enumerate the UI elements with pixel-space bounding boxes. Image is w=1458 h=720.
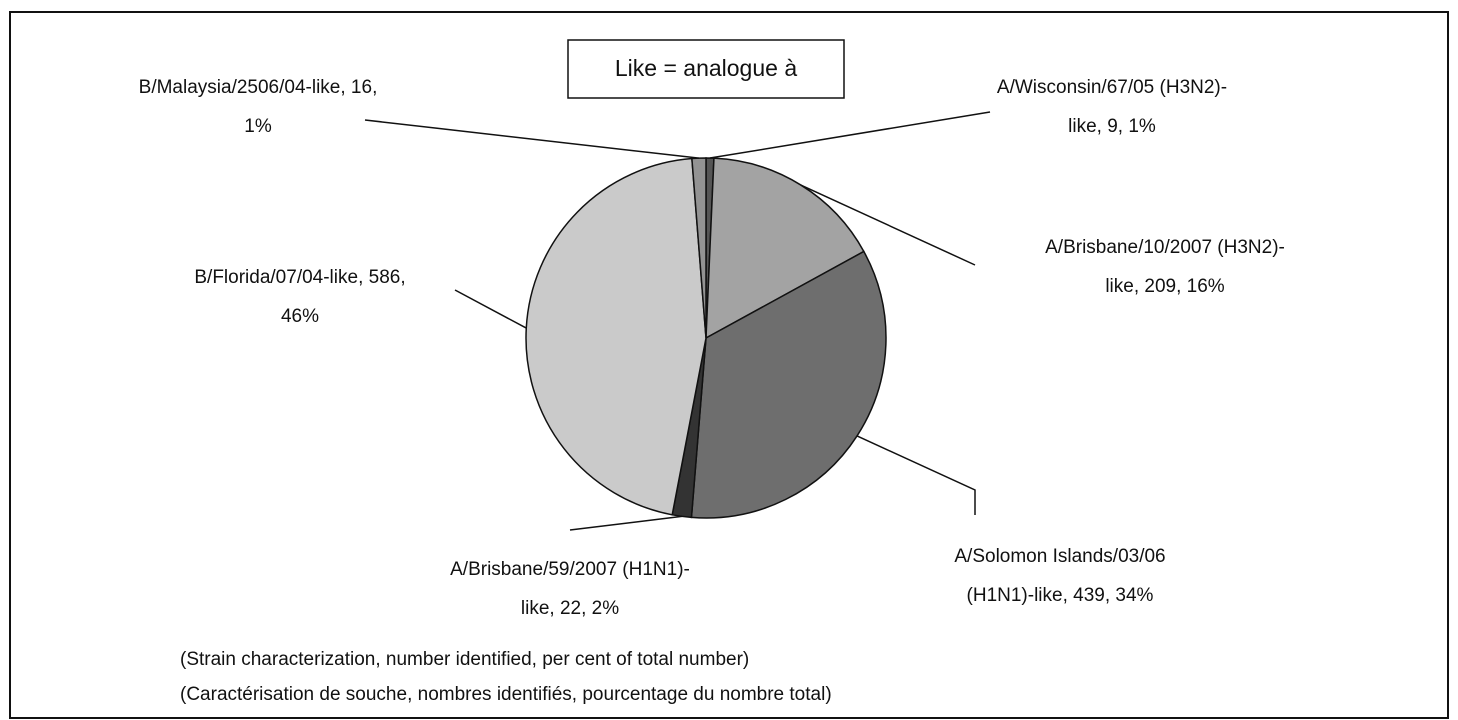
leader-line <box>364 119 700 159</box>
leader-line <box>454 289 527 329</box>
slice-label: 46% <box>281 306 319 327</box>
note: Like = analogue à <box>615 55 797 81</box>
slice-label: A/Solomon Islands/03/06 <box>954 546 1165 567</box>
leader-line <box>709 111 991 159</box>
pie-slice <box>690 250 887 519</box>
note-box <box>567 39 845 99</box>
leader-line <box>569 515 682 531</box>
leader-line <box>800 184 976 266</box>
slice-label: A/Brisbane/59/2007 (H1N1)- <box>450 559 690 580</box>
pie-slice <box>525 157 707 516</box>
slice-label: like, 9, 1% <box>1068 116 1156 137</box>
slice-label: like, 209, 16% <box>1105 276 1224 297</box>
slice-label: A/Brisbane/10/2007 (H3N2)- <box>1045 237 1285 258</box>
slice-label: A/Wisconsin/67/05 (H3N2)- <box>997 77 1227 98</box>
slice-label: B/Malaysia/2506/04-like, 16, <box>139 77 378 98</box>
footnote: (Strain characterization, number identif… <box>180 649 749 670</box>
slice-label: (H1N1)-like, 439, 34% <box>967 585 1154 606</box>
leader-line <box>856 435 976 515</box>
slice-label: 1% <box>244 116 272 137</box>
footnote: (Caractérisation de souche, nombres iden… <box>180 684 832 705</box>
pie-slice <box>705 157 865 340</box>
slice-label: like, 22, 2% <box>521 598 619 619</box>
slice-label: B/Florida/07/04-like, 586, <box>194 267 405 288</box>
